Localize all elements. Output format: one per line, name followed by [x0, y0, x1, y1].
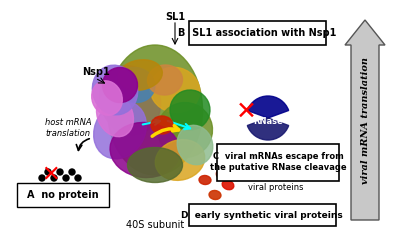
- Text: host mRNA
translation: host mRNA translation: [45, 118, 91, 138]
- Ellipse shape: [177, 125, 213, 165]
- Ellipse shape: [151, 116, 173, 134]
- Ellipse shape: [92, 81, 122, 115]
- Text: SL1: SL1: [165, 12, 185, 22]
- Text: ✕: ✕: [41, 165, 59, 185]
- Ellipse shape: [209, 190, 221, 200]
- Text: 40S subunit: 40S subunit: [126, 220, 184, 230]
- Ellipse shape: [108, 45, 202, 175]
- Ellipse shape: [115, 67, 155, 103]
- Ellipse shape: [148, 65, 182, 95]
- Ellipse shape: [94, 101, 146, 159]
- Ellipse shape: [222, 180, 234, 190]
- Ellipse shape: [150, 67, 200, 113]
- Ellipse shape: [118, 60, 162, 90]
- Circle shape: [63, 175, 69, 181]
- Circle shape: [75, 175, 81, 181]
- Text: viral mRNA translation: viral mRNA translation: [360, 56, 370, 184]
- Text: RNase: RNase: [253, 117, 283, 127]
- Circle shape: [57, 169, 63, 175]
- Text: Nsp1: Nsp1: [82, 67, 110, 77]
- FancyBboxPatch shape: [17, 183, 109, 207]
- Ellipse shape: [128, 147, 182, 182]
- Ellipse shape: [170, 90, 210, 130]
- Circle shape: [45, 169, 51, 175]
- Circle shape: [51, 175, 57, 181]
- Ellipse shape: [216, 170, 228, 180]
- Ellipse shape: [110, 122, 180, 178]
- Ellipse shape: [158, 103, 212, 158]
- Circle shape: [39, 175, 45, 181]
- Text: viral proteins: viral proteins: [248, 182, 304, 192]
- Text: C  viral mRNAs escape from
the putative RNase cleavage: C viral mRNAs escape from the putative R…: [210, 152, 346, 172]
- Ellipse shape: [96, 93, 134, 137]
- Ellipse shape: [199, 175, 211, 185]
- Text: D  early synthetic viral proteins: D early synthetic viral proteins: [181, 210, 343, 219]
- Wedge shape: [247, 118, 289, 140]
- FancyArrow shape: [345, 20, 385, 220]
- FancyBboxPatch shape: [189, 204, 336, 226]
- Text: ✕: ✕: [236, 100, 256, 124]
- Ellipse shape: [102, 68, 138, 103]
- Circle shape: [69, 169, 75, 175]
- Text: A  no protein: A no protein: [27, 190, 99, 200]
- FancyBboxPatch shape: [217, 144, 339, 181]
- FancyBboxPatch shape: [189, 21, 326, 45]
- Text: B  SL1 association with Nsp1: B SL1 association with Nsp1: [178, 28, 336, 38]
- Ellipse shape: [155, 140, 205, 180]
- Wedge shape: [247, 96, 289, 118]
- Ellipse shape: [92, 65, 138, 115]
- Ellipse shape: [99, 65, 161, 134]
